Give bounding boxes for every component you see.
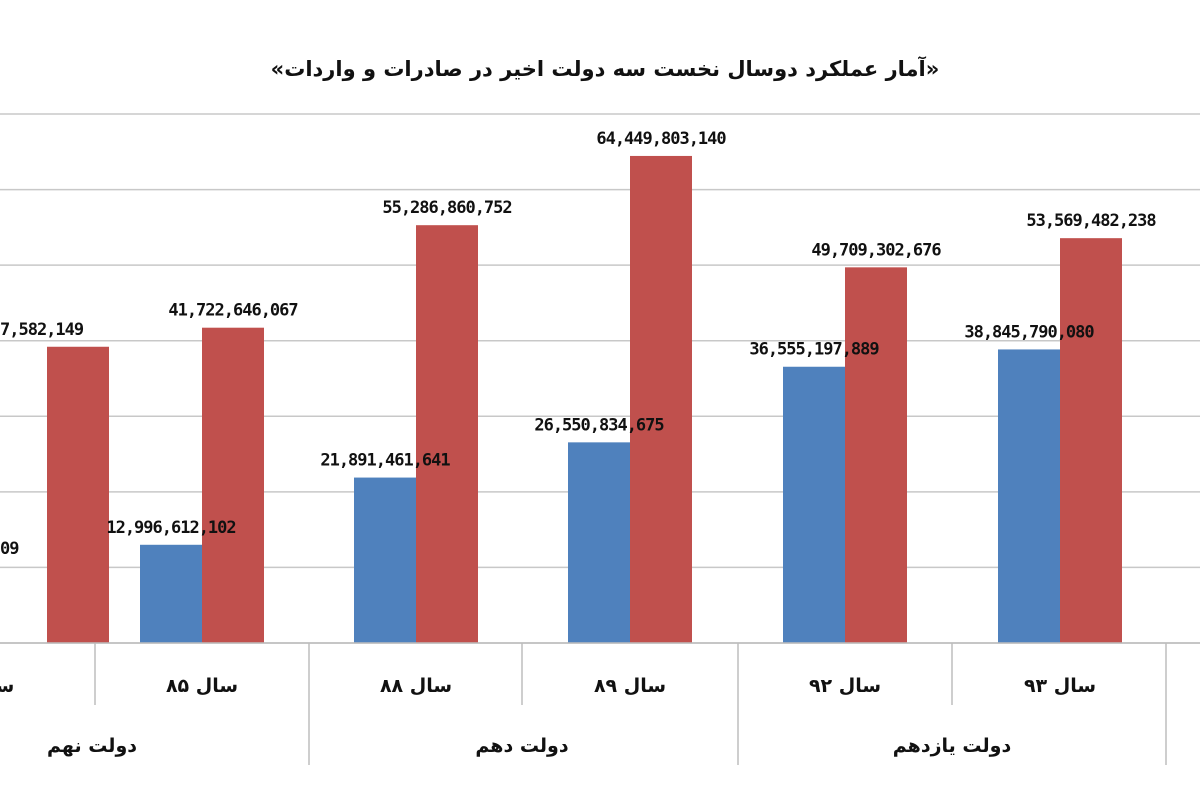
category-label: سال ۹۳ [1024,675,1096,697]
value-label: 41,722,646,067 [168,301,297,321]
red-bar [845,267,907,643]
value-label: 64,449,803,140 [596,129,726,149]
red-bar [1060,238,1122,643]
group-label: دولت یازدهم [893,735,1012,757]
value-label: 7,582,149 [0,320,84,340]
category-axis: سال سال ۸۵ سال ۸۸ سال ۸۹ سال ۹۲ سال ۹۳ دولت نه… [0,642,1200,765]
value-label: 38,845,790,080 [964,322,1094,342]
blue-bar [998,349,1060,643]
chart-title: «آمار عملکرد دوسال نخست سه دولت اخیر در … [271,56,940,81]
blue-bar [140,544,202,643]
red-bar [202,327,264,643]
value-label: 26,550,834,675 [534,415,664,435]
category-label: سال ۹۲ [809,675,881,697]
value-label: 09 [0,539,19,559]
blue-bar [783,366,845,643]
red-bar [630,155,692,643]
bars [47,155,1122,643]
category-label: سال [0,675,14,697]
category-label: سال ۸۸ [380,675,452,697]
value-label: 21,891,461,641 [320,451,450,471]
value-labels: 09 7,582,149 12,996,612,102 41,722,646,067 2… [0,129,1157,559]
value-label: 49,709,302,676 [811,240,941,260]
group-label: دولت دهم [475,735,568,757]
value-label: 53,569,482,238 [1026,211,1156,231]
group-label: دولت نهم [47,735,137,757]
category-label: سال ۸۵ [166,675,238,697]
category-label: سال ۸۹ [594,675,666,697]
blue-bar [568,442,630,643]
value-label: 36,555,197,889 [749,340,879,360]
red-bar [47,346,109,643]
red-bar [416,225,478,643]
value-label: 55,286,860,752 [382,198,511,218]
value-label: 12,996,612,102 [106,518,235,538]
blue-bar [354,477,416,643]
